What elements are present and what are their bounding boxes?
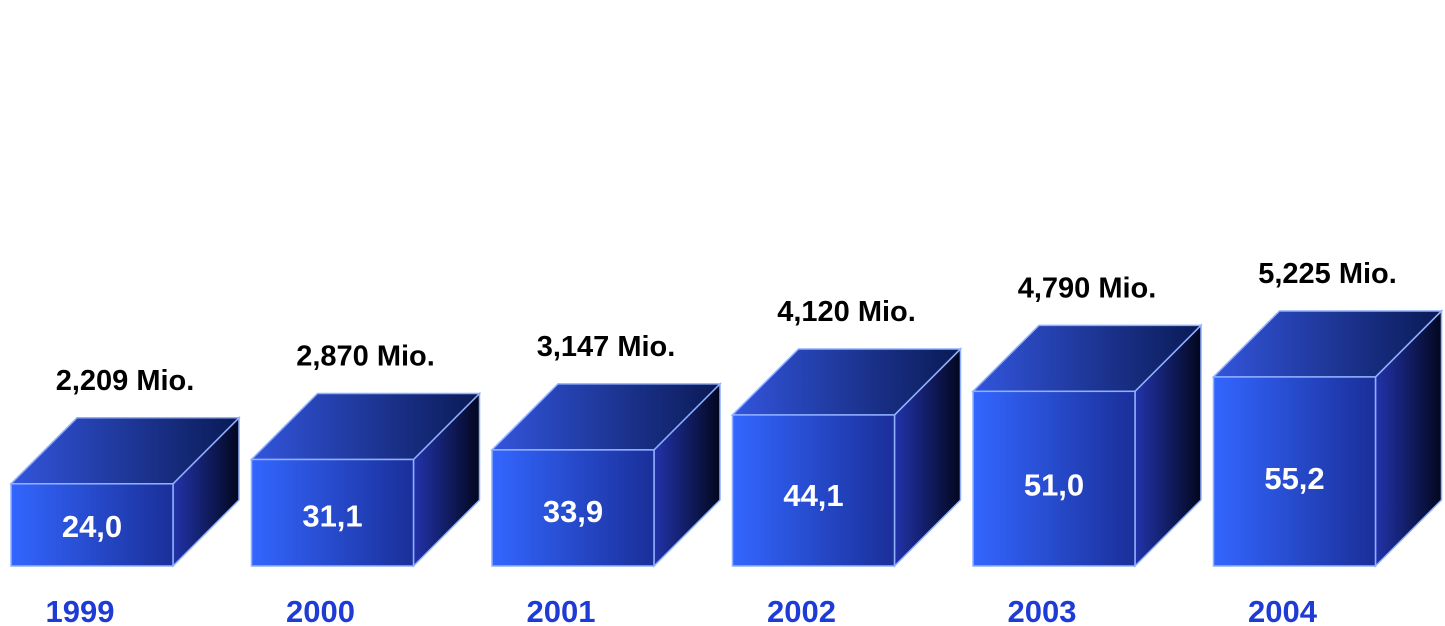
bar-front-face (491, 449, 655, 567)
bar-2002: 44,1 4,120 Mio. 2002 (730, 296, 963, 626)
bar-top-label: 4,120 Mio. (777, 296, 916, 328)
x-axis-tick-label: 2004 (1248, 594, 1318, 626)
bar-top-label: 4,790 Mio. (1018, 272, 1157, 304)
x-axis-tick-label: 2001 (527, 594, 596, 626)
bar-2000: 31,1 2,870 Mio. 2000 (249, 340, 482, 626)
x-axis-tick-label: 2002 (767, 594, 836, 626)
bar-front-face (972, 390, 1136, 567)
bar-front-face (250, 458, 415, 567)
bar-value-label: 44,1 (783, 478, 843, 513)
bar-front-face (1212, 376, 1377, 567)
bar-value-label: 51,0 (1024, 468, 1084, 503)
bar-2001: 33,9 3,147 Mio. 2001 (490, 331, 722, 626)
bar-value-label: 24,0 (62, 509, 122, 544)
x-axis-tick-label: 2003 (1008, 594, 1077, 626)
bar-front-face (10, 483, 174, 567)
x-axis-tick-label: 2000 (286, 594, 355, 626)
bar-value-label: 33,9 (543, 494, 603, 529)
x-axis-tick-label: 1999 (46, 594, 115, 626)
bar-1999: 24,0 2,209 Mio. 1999 (9, 365, 241, 626)
bar-value-label: 31,1 (302, 498, 362, 533)
bar-top-label: 2,870 Mio. (296, 340, 435, 372)
bar-top-label: 5,225 Mio. (1258, 258, 1397, 290)
bar-top-label: 3,147 Mio. (537, 331, 676, 363)
bar-top-label: 2,209 Mio. (56, 365, 195, 397)
bars-group: 24,0 2,209 Mio. 1999 31,1 2,870 Mio. 2000 33,9… (9, 258, 1444, 626)
bar-front-face (731, 414, 896, 567)
bar-2003: 51,0 4,790 Mio. 2003 (971, 272, 1203, 626)
bar-2004: 55,2 5,225 Mio. 2004 (1211, 258, 1444, 626)
bar-value-label: 55,2 (1264, 461, 1324, 496)
